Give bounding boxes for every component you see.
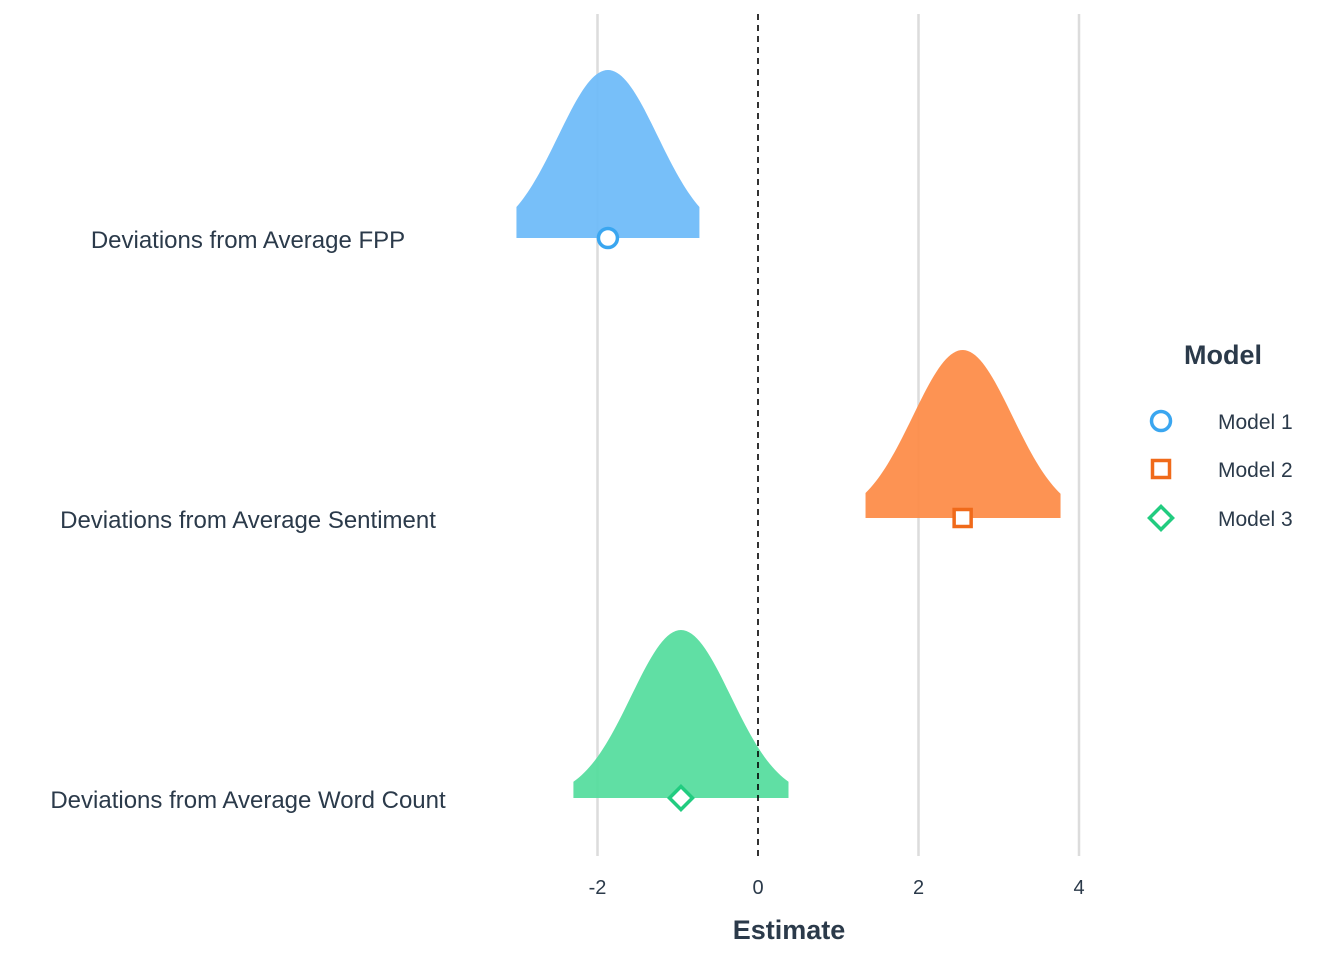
x-axis-title: Estimate	[733, 915, 846, 945]
x-tick-label: 0	[752, 877, 763, 899]
density-layer	[516, 70, 1061, 798]
x-tick-labels: -2 0 2 4	[589, 877, 1085, 899]
legend-item: Model 2	[1150, 458, 1293, 482]
category-label: Deviations from Average Sentiment	[60, 507, 436, 534]
x-tick-label: 4	[1073, 877, 1084, 899]
x-tick-label: -2	[589, 877, 607, 899]
category-label: Deviations from Average FPP	[91, 227, 405, 254]
legend: Model Model 1 Model 2 Model 3	[1147, 340, 1293, 532]
density-model-3	[573, 630, 789, 798]
marker-layer	[596, 226, 973, 812]
density-model-2	[865, 350, 1061, 518]
point-estimate-model-3	[666, 784, 695, 812]
legend-item: Model 3	[1147, 504, 1293, 532]
legend-square-icon	[1150, 458, 1172, 480]
legend-item: Model 1	[1149, 409, 1293, 434]
point-estimate-model-2	[952, 507, 973, 529]
legend-items: Model 1 Model 2 Model 3	[1147, 409, 1293, 532]
category-labels: Deviations from Average FPP Deviations fr…	[50, 227, 446, 814]
legend-label: Model 2	[1218, 459, 1293, 482]
density-model-1	[516, 70, 700, 238]
x-tick-label: 2	[913, 877, 924, 899]
legend-label: Model 1	[1218, 411, 1293, 434]
category-label: Deviations from Average Word Count	[50, 787, 446, 814]
legend-label: Model 3	[1218, 508, 1293, 531]
legend-circle-icon	[1149, 409, 1173, 433]
legend-title: Model	[1184, 340, 1262, 370]
point-estimate-model-1	[596, 226, 620, 250]
legend-diamond-icon	[1147, 504, 1175, 532]
